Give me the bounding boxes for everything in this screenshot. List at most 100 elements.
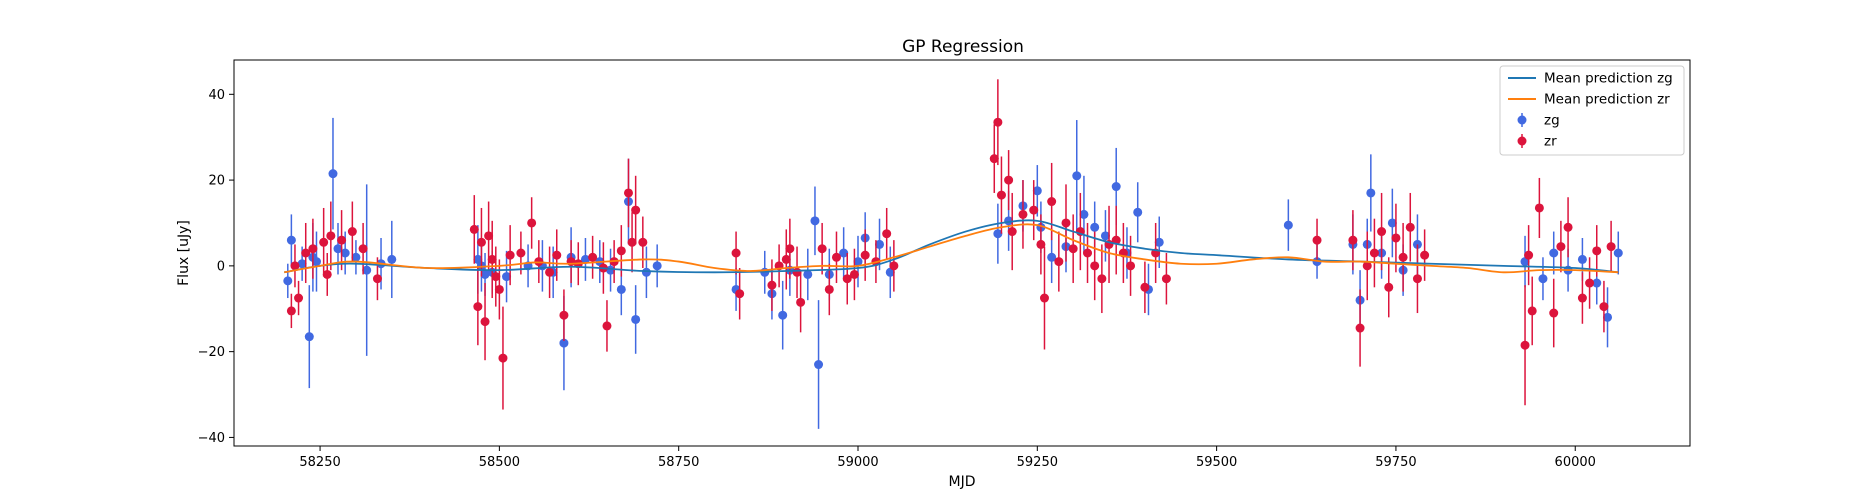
mean-prediction-zr-line <box>284 223 1619 274</box>
point-zr <box>527 218 537 228</box>
point-zr <box>1047 197 1057 207</box>
point-zr <box>616 246 626 256</box>
point-zg <box>1154 237 1164 247</box>
point-zg <box>283 276 293 286</box>
point-zr <box>1391 233 1401 243</box>
point-zr <box>286 306 296 316</box>
point-zg <box>502 272 512 282</box>
point-zr <box>1585 278 1595 288</box>
point-zr <box>1398 252 1408 262</box>
point-zg <box>875 239 885 249</box>
point-zg <box>1133 207 1143 217</box>
point-zr <box>372 274 382 284</box>
point-zr <box>476 237 486 247</box>
point-zg <box>1283 220 1293 230</box>
y-tick-label: −20 <box>198 345 225 360</box>
point-zr <box>487 254 497 264</box>
point-zg <box>1100 231 1110 241</box>
y-axis-label: Flux [uJy] <box>176 220 192 286</box>
point-zr <box>842 274 852 284</box>
point-zr <box>1577 293 1587 303</box>
point-zg <box>351 252 361 262</box>
point-zr <box>491 272 501 282</box>
point-zr <box>1004 175 1014 185</box>
point-zr <box>1527 306 1537 316</box>
point-zg <box>580 254 590 264</box>
y-tick-label: 20 <box>208 174 225 189</box>
legend-box <box>1499 65 1685 156</box>
point-zr <box>796 297 806 307</box>
legend-zg-marker <box>1517 115 1527 125</box>
series-layer <box>283 79 1623 429</box>
point-zr <box>1606 242 1616 252</box>
point-zg <box>1603 312 1613 322</box>
x-tick-label: 58250 <box>299 455 340 470</box>
point-zg <box>1072 171 1082 181</box>
point-zr <box>1412 274 1422 284</box>
y-axis: −40 −20 0 20 40 <box>198 88 234 446</box>
point-zr <box>1599 302 1609 312</box>
point-zr <box>817 244 827 254</box>
point-zr <box>1061 218 1071 228</box>
point-zg <box>304 332 314 342</box>
point-zg <box>297 259 307 269</box>
point-zr <box>1384 282 1394 292</box>
point-zr <box>781 254 791 264</box>
point-zr <box>993 117 1003 127</box>
point-zr <box>831 252 841 262</box>
point-zg <box>1079 209 1089 219</box>
point-zr <box>1018 209 1028 219</box>
point-zr <box>1549 308 1559 318</box>
point-zr <box>1524 250 1534 260</box>
point-zg <box>1549 248 1559 258</box>
point-zg <box>803 269 813 279</box>
point-zg <box>616 284 626 294</box>
point-zr <box>631 205 641 215</box>
point-zr <box>326 231 336 241</box>
point-zg <box>1111 182 1121 192</box>
point-zr <box>1039 293 1049 303</box>
point-zr <box>1362 261 1372 271</box>
point-zr <box>1520 340 1530 350</box>
point-zr <box>294 293 304 303</box>
point-zr <box>996 190 1006 200</box>
point-zr <box>484 231 494 241</box>
point-zg <box>652 261 662 271</box>
point-zr <box>1029 205 1039 215</box>
point-zr <box>1140 282 1150 292</box>
x-axis: 58250 58500 58750 59000 59250 59500 59750 60000 <box>299 446 1596 470</box>
point-zr <box>889 261 899 271</box>
point-zr <box>1068 244 1078 254</box>
point-zg <box>328 169 338 179</box>
point-zr <box>731 248 741 258</box>
point-zg <box>286 235 296 245</box>
y-tick-label: −40 <box>198 431 225 446</box>
point-zr <box>767 280 777 290</box>
point-zr <box>301 248 311 258</box>
point-zg <box>853 257 863 267</box>
point-zr <box>989 154 999 164</box>
legend-zr-marker <box>1517 136 1527 146</box>
point-zg <box>480 269 490 279</box>
x-tick-label: 59250 <box>1017 455 1058 470</box>
point-zr <box>1312 235 1322 245</box>
point-zr <box>588 252 598 262</box>
point-zr <box>516 248 526 258</box>
point-zr <box>1420 250 1430 260</box>
point-zg <box>1592 278 1602 288</box>
point-zg <box>1090 222 1100 232</box>
x-axis-label: MJD <box>949 474 976 490</box>
point-zr <box>545 267 555 277</box>
x-tick-label: 58750 <box>658 455 699 470</box>
point-zr <box>290 261 300 271</box>
point-zr <box>849 269 859 279</box>
point-zr <box>505 250 515 260</box>
point-zg <box>1366 188 1376 198</box>
point-zr <box>860 250 870 260</box>
point-zg <box>362 265 372 275</box>
point-zr <box>627 237 637 247</box>
point-zr <box>1355 323 1365 333</box>
point-zg <box>778 310 788 320</box>
point-zg <box>311 257 321 267</box>
